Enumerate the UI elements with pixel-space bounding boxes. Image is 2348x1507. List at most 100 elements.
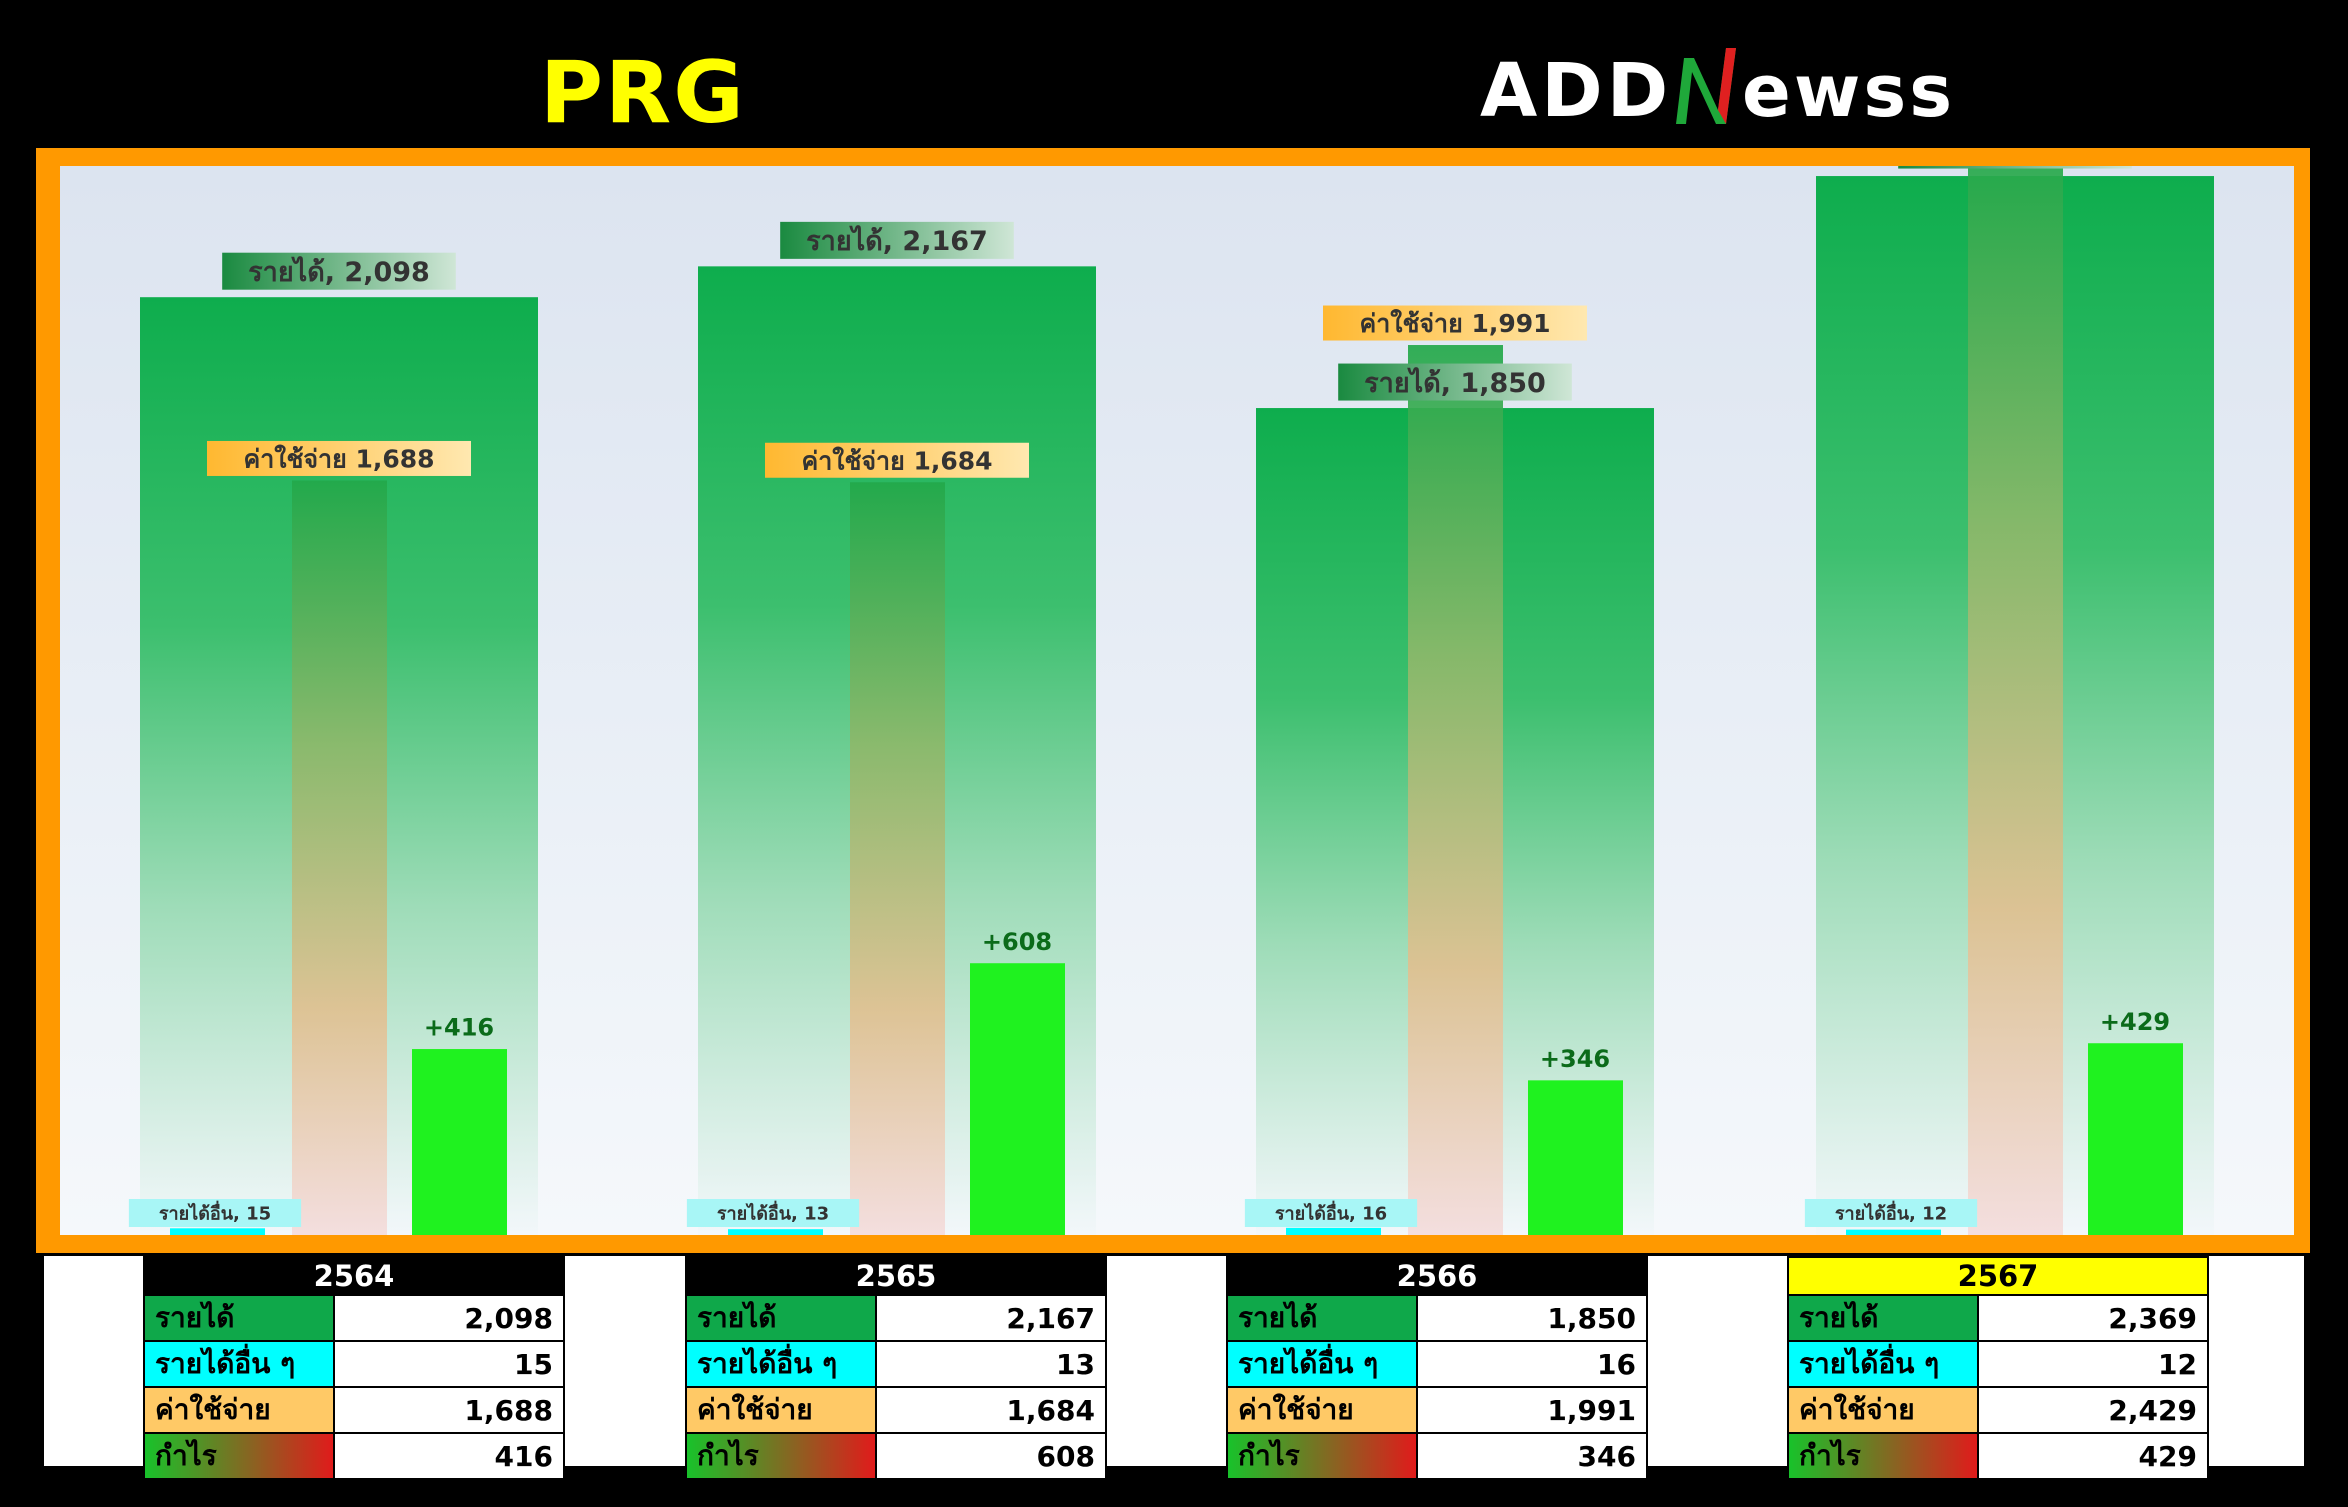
- profit-bar: [2088, 1043, 2183, 1235]
- table-row: ค่าใช้จ่าย 2,429: [1787, 1386, 2209, 1434]
- row-label: ค่าใช้จ่าย: [685, 1386, 877, 1434]
- table-row: ค่าใช้จ่าย 1,991: [1226, 1386, 1648, 1434]
- other-income-label: รายได้อื่น, 16: [1275, 1200, 1387, 1224]
- table-row: รายได้อื่น ๆ 16: [1226, 1340, 1648, 1388]
- svg-text:ewss: ewss: [1742, 49, 1955, 133]
- table-row: รายได้ 1,850: [1226, 1294, 1648, 1342]
- row-label: ค่าใช้จ่าย: [143, 1386, 335, 1434]
- row-label: รายได้อื่น ๆ: [143, 1340, 335, 1388]
- plot-area: รายได้, 2,098 ค่าใช้จ่าย 1,688 +416 รายได้อ…: [60, 166, 2294, 1235]
- table-row: รายได้อื่น ๆ 13: [685, 1340, 1107, 1388]
- revenue-label: รายได้, 1,850: [1364, 367, 1546, 399]
- row-value: 1,684: [875, 1386, 1107, 1434]
- profit-bar: [1528, 1080, 1623, 1235]
- table-row: รายได้ 2,098: [143, 1294, 565, 1342]
- row-value: 15: [333, 1340, 565, 1388]
- profit-label: +608: [982, 928, 1052, 956]
- logo-graphic: ADD ewss: [1480, 48, 1955, 134]
- expense-label: ค่าใช้จ่าย 1,684: [801, 445, 992, 475]
- row-label: รายได้อื่น ๆ: [1787, 1340, 1979, 1388]
- other-income-bar: [1286, 1227, 1381, 1235]
- expense-label-bg: [1323, 305, 1587, 341]
- revenue-label-bg: [780, 221, 1014, 259]
- row-value: 16: [1416, 1340, 1648, 1388]
- year-table-2566: 2566 รายได้ 1,850 รายได้อื่น ๆ 16 ค่าใช้จ่าย 1…: [1226, 1256, 1648, 1480]
- row-value: 12: [1977, 1340, 2209, 1388]
- table-row: รายได้อื่น ๆ 12: [1787, 1340, 2209, 1388]
- other-income-bar: [728, 1229, 823, 1235]
- row-label: รายได้: [143, 1294, 335, 1342]
- row-label: กำไร: [143, 1432, 335, 1480]
- revenue-label-bg: [1338, 363, 1572, 401]
- table-row: กำไร 416: [143, 1432, 565, 1480]
- other-income-label-bg: [128, 1199, 302, 1227]
- row-label: รายได้: [685, 1294, 877, 1342]
- row-label: ค่าใช้จ่าย: [1226, 1386, 1418, 1434]
- year-table-2565: 2565 รายได้ 2,167 รายได้อื่น ๆ 13 ค่าใช้จ่าย 1…: [685, 1256, 1107, 1480]
- summary-tables: 2564 รายได้ 2,098 รายได้อื่น ๆ 15 ค่าใช้จ่าย 1…: [44, 1256, 2304, 1480]
- revenue-label: รายได้, 2,167: [806, 225, 988, 257]
- row-value: 2,369: [1977, 1294, 2209, 1342]
- row-value: 1,991: [1416, 1386, 1648, 1434]
- row-label: กำไร: [685, 1432, 877, 1480]
- other-income-label: รายได้อื่น, 13: [717, 1200, 829, 1224]
- table-row: กำไร 608: [685, 1432, 1107, 1480]
- row-value: 416: [333, 1432, 565, 1480]
- other-income-label-bg: [686, 1199, 860, 1227]
- profit-label: +346: [1540, 1045, 1610, 1073]
- row-label: กำไร: [1226, 1432, 1418, 1480]
- expense-label: ค่าใช้จ่าย 1,688: [243, 443, 434, 473]
- row-label: รายได้: [1787, 1294, 1979, 1342]
- row-label: ค่าใช้จ่าย: [1787, 1386, 1979, 1434]
- row-label: กำไร: [1787, 1432, 1979, 1480]
- chart-frame: รายได้, 2,098 ค่าใช้จ่าย 1,688 +416 รายได้อ…: [36, 148, 2310, 1253]
- table-row: รายได้ 2,369: [1787, 1294, 2209, 1342]
- year-header: 2564: [143, 1256, 565, 1296]
- expense-bar: [850, 482, 945, 1235]
- revenue-label: รายได้, 2,369: [1924, 166, 2106, 167]
- year-table-2567: 2567 รายได้ 2,369 รายได้อื่น ๆ 12 ค่าใช้จ่าย 2…: [1787, 1256, 2209, 1480]
- other-income-bar: [170, 1228, 265, 1235]
- other-income-label: รายได้อื่น, 15: [159, 1200, 271, 1224]
- year-table-2564: 2564 รายได้ 2,098 รายได้อื่น ๆ 15 ค่าใช้จ่าย 1…: [143, 1256, 565, 1480]
- expense-bar: [292, 480, 387, 1235]
- expense-bar: [1968, 166, 2063, 1235]
- profit-bar: [970, 963, 1065, 1235]
- other-income-label-bg: [1804, 1199, 1978, 1227]
- row-value: 1,688: [333, 1386, 565, 1434]
- expense-bar: [1408, 345, 1503, 1235]
- row-value: 2,167: [875, 1294, 1107, 1342]
- svg-text:ADD: ADD: [1480, 48, 1672, 134]
- year-header: 2567: [1787, 1256, 2209, 1296]
- profit-bar: [412, 1049, 507, 1235]
- company-title: PRG: [540, 43, 746, 143]
- other-income-label-bg: [1244, 1199, 1418, 1227]
- table-row: กำไร 429: [1787, 1432, 2209, 1480]
- row-value: 1,850: [1416, 1294, 1648, 1342]
- table-row: รายได้ 2,167: [685, 1294, 1107, 1342]
- row-value: 2,098: [333, 1294, 565, 1342]
- row-value: 429: [1977, 1432, 2209, 1480]
- profit-label: +416: [424, 1014, 494, 1042]
- profit-label: +429: [2100, 1008, 2170, 1036]
- bar-chart: รายได้, 2,098 ค่าใช้จ่าย 1,688 +416 รายได้อ…: [128, 166, 2214, 1235]
- expense-label-bg: [207, 440, 471, 476]
- row-label: รายได้อื่น ๆ: [685, 1340, 877, 1388]
- table-row: รายได้อื่น ๆ 15: [143, 1340, 565, 1388]
- year-header: 2566: [1226, 1256, 1648, 1296]
- revenue-label: รายได้, 2,098: [248, 256, 430, 288]
- other-income-label: รายได้อื่น, 12: [1835, 1200, 1947, 1224]
- table-row: ค่าใช้จ่าย 1,688: [143, 1386, 565, 1434]
- addnewss-logo: ADD ewss: [1480, 40, 2050, 140]
- table-row: กำไร 346: [1226, 1432, 1648, 1480]
- revenue-label-bg: [1898, 166, 2132, 169]
- other-income-bar: [1846, 1229, 1941, 1235]
- expense-label-bg: [765, 442, 1029, 478]
- table-row: ค่าใช้จ่าย 1,684: [685, 1386, 1107, 1434]
- year-header: 2565: [685, 1256, 1107, 1296]
- row-value: 346: [1416, 1432, 1648, 1480]
- revenue-label-bg: [222, 252, 456, 290]
- row-label: รายได้: [1226, 1294, 1418, 1342]
- row-value: 13: [875, 1340, 1107, 1388]
- row-value: 608: [875, 1432, 1107, 1480]
